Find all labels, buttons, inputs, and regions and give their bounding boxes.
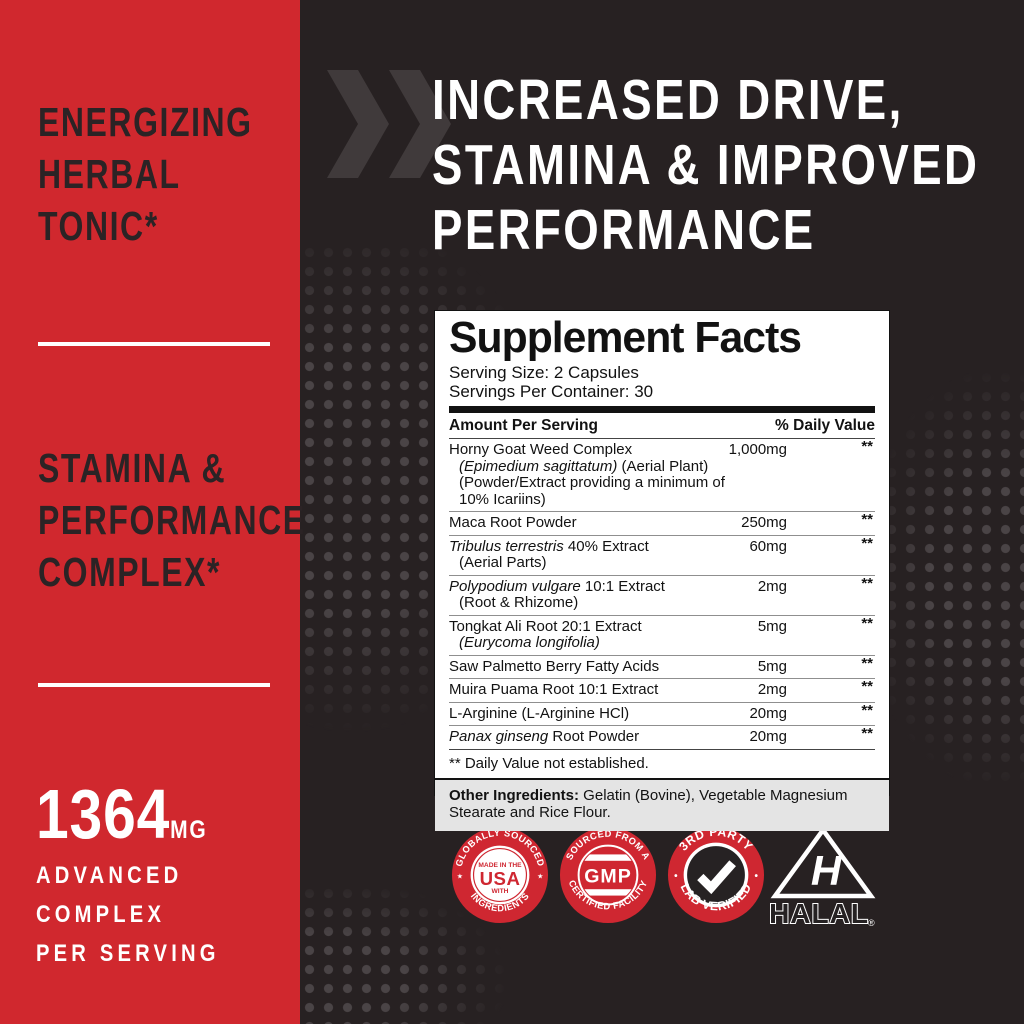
star-icon: ★ [457, 872, 463, 880]
amount-value: 60mg [749, 537, 787, 555]
caption-line: COMPLEX [36, 901, 166, 928]
thick-rule [449, 406, 875, 413]
badge-center-text: MADE IN THE [478, 862, 522, 869]
headline-line: INCREASED DRIVE, [432, 68, 904, 132]
other-ingredients-text: Gelatin (Bovine), Vegetable Magnesium St… [449, 786, 848, 822]
star-icon: ★ [537, 872, 543, 880]
facts-column-headers: Amount Per Serving % Daily Value [449, 413, 875, 439]
fact-row: Muira Puama Root 10:1 Extract 2mg ** [449, 678, 875, 702]
amount-value: 20mg [749, 728, 787, 745]
daily-value: ** [861, 438, 873, 455]
supplement-facts-panel: Supplement Facts Serving Size: 2 Capsule… [434, 310, 890, 831]
daily-value: ** [861, 725, 873, 742]
checkmark-icon [697, 860, 736, 895]
chevron-icon [327, 70, 389, 178]
daily-value: ** [861, 701, 873, 719]
dosage-caption: ADVANCED COMPLEX PER SERVING [36, 856, 220, 973]
halal-h-letter: H [811, 847, 843, 894]
halftone-dots-right [882, 368, 1024, 836]
daily-value: ** [861, 511, 873, 528]
dot-separator: • [754, 871, 758, 882]
dosage-stat: 1364MG ADVANCED COMPLEX PER SERVING [36, 779, 220, 973]
badge-center-text: GMP [584, 865, 632, 887]
caption-line: ADVANCED [36, 862, 183, 889]
made-in-usa-badge: GLOBALLY SOURCED INGREDIENTS ★ ★ MADE IN… [451, 826, 549, 924]
amount-per-serving-header: Amount Per Serving [449, 417, 598, 434]
daily-value: ** [861, 654, 873, 672]
daily-value: ** [861, 534, 873, 552]
fact-row: Tribulus terrestris 40% Extract (Aerial … [449, 534, 875, 575]
amount-value: 5mg [757, 657, 787, 675]
claim-energizing-herbal-tonic: ENERGIZING HERBAL TONIC* [38, 96, 288, 252]
amount-value: 5mg [757, 617, 787, 635]
serving-size: Serving Size: 2 Capsules [449, 363, 639, 382]
amount-value: 20mg [749, 704, 787, 722]
dosage-value: 1364MG [36, 779, 220, 849]
caption-line: PER SERVING [36, 940, 220, 967]
dosage-number: 1364 [36, 775, 171, 853]
amount-value: 2mg [757, 577, 787, 595]
claim-line: ENERGIZING [38, 99, 253, 145]
fact-row: Tongkat Ali Root 20:1 Extract (Eurycoma … [449, 614, 875, 655]
divider-line [38, 683, 270, 687]
headline: INCREASED DRIVE, STAMINA & IMPROVED PERF… [432, 68, 992, 263]
amount-value: 1,000mg [728, 441, 787, 458]
third-party-lab-verified-badge: 3RD PARTY LAB VERIFIED • • [667, 826, 765, 924]
badge-center-text: USA [480, 868, 521, 889]
fact-row: Polypodium vulgare 10:1 Extract (Root & … [449, 574, 875, 615]
gmp-certified-badge: GMP SOURCED FROM A CERTIFIED FACILITY [559, 826, 657, 924]
daily-value: ** [861, 678, 873, 695]
badge-center-text: WITH [491, 888, 508, 895]
halal-certified-badge: H HALAL ® [770, 826, 876, 928]
facts-title: Supplement Facts [449, 313, 802, 362]
amount-value: 2mg [757, 681, 787, 698]
claim-stamina-performance-complex: STAMINA & PERFORMANCE COMPLEX* [38, 442, 306, 598]
dot-separator: • [674, 871, 678, 882]
fact-row: Saw Palmetto Berry Fatty Acids 5mg ** [449, 654, 875, 679]
divider-line [38, 342, 270, 346]
other-ingredients-label: Other Ingredients: [449, 786, 580, 804]
daily-value: ** [861, 574, 873, 592]
registered-mark: ® [868, 918, 875, 928]
fact-row: Maca Root Powder 250mg ** [449, 511, 875, 535]
headline-line: STAMINA & IMPROVED [432, 133, 980, 197]
dosage-unit: MG [170, 816, 208, 844]
claim-line: COMPLEX* [38, 549, 222, 595]
amount-value: 250mg [741, 514, 787, 531]
headline-line: PERFORMANCE [432, 198, 816, 262]
fact-row: Horny Goat Weed Complex (Epimedium sagit… [449, 438, 873, 508]
halal-label: HALAL [770, 898, 869, 928]
claim-line: HERBAL [38, 151, 181, 197]
other-ingredients: Other Ingredients: Gelatin (Bovine), Veg… [435, 777, 889, 831]
claim-line: STAMINA & [38, 445, 227, 491]
claim-line: TONIC* [38, 203, 159, 249]
daily-value-footnote: ** Daily Value not established. [449, 748, 875, 778]
red-side-panel: ENERGIZING HERBAL TONIC* STAMINA & PERFO… [0, 0, 306, 1024]
fact-row: L-Arginine (L-Arginine HCl) 20mg ** [449, 701, 875, 726]
daily-value-header: % Daily Value [775, 417, 875, 434]
claim-line: PERFORMANCE [38, 497, 306, 543]
daily-value: ** [861, 614, 873, 632]
triangle-icon [770, 826, 876, 899]
servings-per-container: Servings Per Container: 30 [449, 382, 654, 401]
fact-row: Panax ginseng Root Powder 20mg ** [449, 725, 875, 749]
